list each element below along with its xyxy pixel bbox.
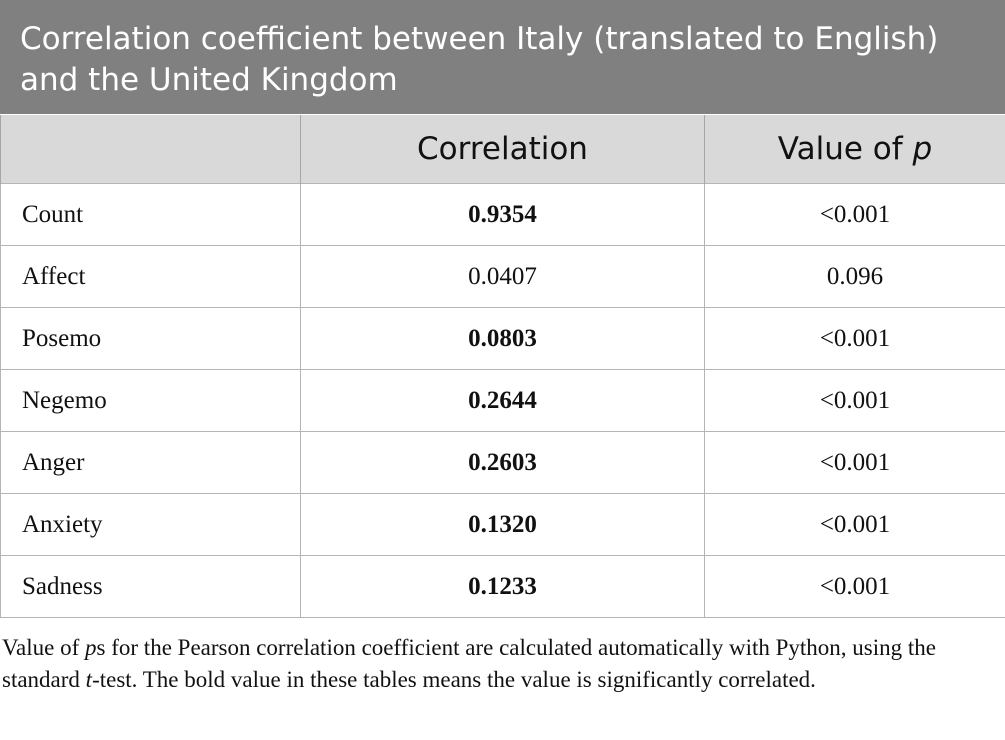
- row-correlation: 0.9354: [300, 183, 705, 246]
- table-row: Posemo 0.0803 <0.001: [0, 307, 1005, 370]
- table-row: Anger 0.2603 <0.001: [0, 431, 1005, 494]
- row-label: Sadness: [0, 555, 301, 618]
- row-label: Negemo: [0, 369, 301, 432]
- table-row: Sadness 0.1233 <0.001: [0, 555, 1005, 618]
- row-p-value: <0.001: [704, 493, 1005, 556]
- footnote-part1: Value of: [2, 635, 86, 660]
- header-row: Correlation Value of p: [0, 115, 1005, 184]
- row-label: Count: [0, 183, 301, 246]
- row-label: Affect: [0, 245, 301, 308]
- row-correlation: 0.1233: [300, 555, 705, 618]
- row-p-value: <0.001: [704, 307, 1005, 370]
- footnote-t-italic: t: [85, 667, 93, 692]
- row-label: Anxiety: [0, 493, 301, 556]
- row-p-value: <0.001: [704, 431, 1005, 494]
- header-empty: [0, 115, 301, 184]
- table-footnote: Value of ps for the Pearson correlation …: [0, 618, 1005, 696]
- row-correlation: 0.2603: [300, 431, 705, 494]
- header-correlation: Correlation: [300, 115, 705, 184]
- header-p-prefix: Value of: [777, 131, 913, 167]
- correlation-table: Correlation Value of p Count 0.9354 <0.001…: [0, 115, 1005, 618]
- row-p-value: <0.001: [704, 555, 1005, 618]
- footnote-part3: s for the Pearson correlation coefficien…: [2, 635, 936, 692]
- header-p-value: Value of p: [704, 115, 1005, 184]
- row-label: Anger: [0, 431, 301, 494]
- row-correlation: 0.0803: [300, 307, 705, 370]
- row-correlation: 0.0407: [300, 245, 705, 308]
- table-row: Affect 0.0407 0.096: [0, 245, 1005, 308]
- footnote-p-italic: p: [85, 635, 97, 660]
- table-row: Negemo 0.2644 <0.001: [0, 369, 1005, 432]
- row-p-value: 0.096: [704, 245, 1005, 308]
- header-p-italic: p: [912, 131, 933, 167]
- footnote-part5: -test. The bold value in these tables me…: [92, 667, 816, 692]
- row-correlation: 0.2644: [300, 369, 705, 432]
- row-label: Posemo: [0, 307, 301, 370]
- table-title: Correlation coefficient between Italy (t…: [0, 0, 1005, 115]
- row-correlation: 0.1320: [300, 493, 705, 556]
- table-row: Anxiety 0.1320 <0.001: [0, 493, 1005, 556]
- table-row: Count 0.9354 <0.001: [0, 183, 1005, 246]
- row-p-value: <0.001: [704, 183, 1005, 246]
- row-p-value: <0.001: [704, 369, 1005, 432]
- table-container: Correlation coefficient between Italy (t…: [0, 0, 1005, 696]
